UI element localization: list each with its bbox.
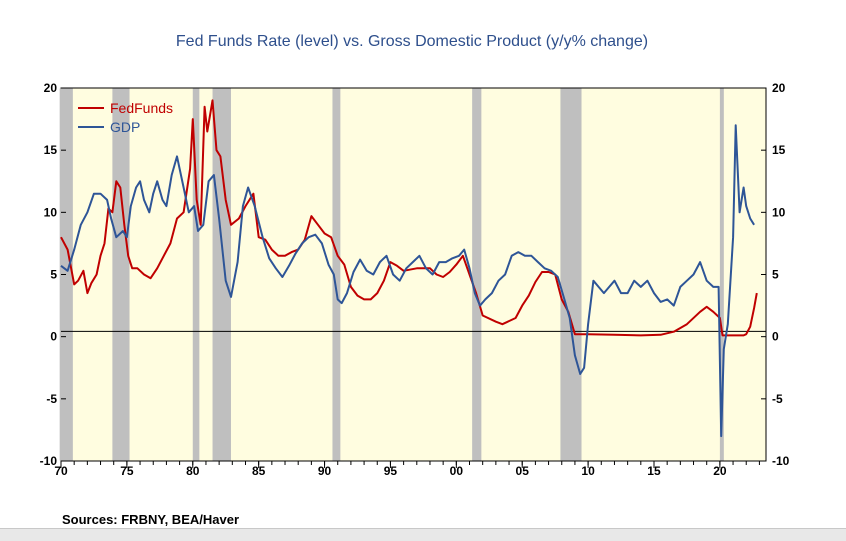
y-tick-label-left: -10	[40, 454, 58, 468]
recession-band-6	[560, 88, 582, 461]
series-lines	[60, 99, 758, 438]
y-tick-label-left: 15	[44, 143, 58, 157]
x-tick-label: 95	[384, 464, 398, 478]
legend-label-fedfunds: FedFunds	[110, 100, 173, 116]
y-tick-label-left: 20	[44, 81, 58, 95]
x-tick-label: 75	[120, 464, 134, 478]
y-tick-label-left: -5	[46, 392, 57, 406]
series-line-fedfunds	[60, 99, 758, 337]
series-line-gdp	[60, 124, 755, 438]
recession-band-3	[212, 88, 231, 461]
y-tick-label-left: 5	[50, 268, 57, 282]
legend: FedFunds GDP	[78, 100, 173, 135]
x-tick-label: 90	[318, 464, 332, 478]
x-axis: 70 75 80 85 90 95 00 05 10 15 20	[54, 461, 760, 478]
y-tick-label-right: -10	[772, 454, 790, 468]
x-tick-label: 10	[581, 464, 595, 478]
legend-label-gdp: GDP	[110, 119, 140, 135]
chart: Fed Funds Rate (level) vs. Gross Domesti…	[40, 33, 790, 527]
plot-area	[60, 87, 767, 462]
y-axis: -10 -10 -5 -5 0 0 5 5 10 10 15 15 20 20	[40, 81, 790, 468]
y-tick-label-left: 0	[50, 330, 57, 344]
y-tick-label-right: 5	[772, 268, 779, 282]
x-tick-label: 20	[713, 464, 727, 478]
y-tick-label-left: 10	[44, 205, 58, 219]
x-tick-label: 70	[54, 464, 68, 478]
y-tick-label-right: -5	[772, 392, 783, 406]
x-tick-label: 85	[252, 464, 266, 478]
x-tick-label: 15	[647, 464, 661, 478]
chart-title: Fed Funds Rate (level) vs. Gross Domesti…	[176, 33, 648, 50]
x-tick-label: 80	[186, 464, 200, 478]
x-tick-label: 00	[450, 464, 464, 478]
source-note: Sources: FRBNY, BEA/Haver	[62, 512, 239, 527]
y-tick-label-right: 0	[772, 330, 779, 344]
y-tick-label-right: 20	[772, 81, 786, 95]
recession-band-1	[112, 88, 130, 461]
recession-band-2	[192, 88, 200, 461]
window-bottom-bar	[0, 528, 846, 541]
y-tick-label-right: 15	[772, 143, 786, 157]
recession-band-5	[472, 88, 482, 461]
recession-band-7	[719, 88, 724, 461]
x-tick-label: 05	[516, 464, 530, 478]
recession-band-0	[59, 88, 73, 461]
y-tick-label-right: 10	[772, 205, 786, 219]
recession-band-4	[332, 88, 341, 461]
